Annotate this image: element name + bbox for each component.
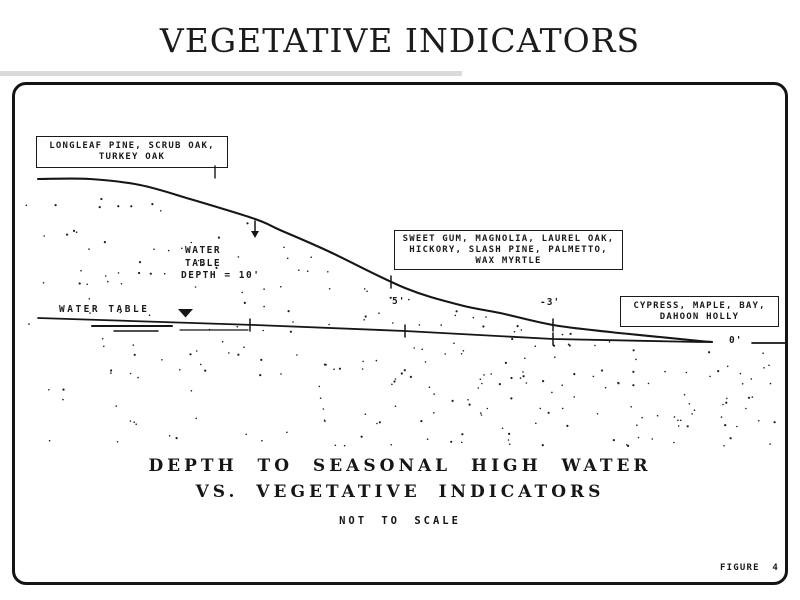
vegetation-box-wetland-line: DAHOON HOLLY [659, 311, 740, 322]
page-title: VEGETATIVE INDICATORS [159, 21, 641, 60]
figure-border-frame [12, 82, 788, 585]
depth-marker-0ft: 0' [729, 335, 743, 346]
water-table-depth-note-line: TABLE [185, 257, 222, 269]
depth-marker-3ft: -3' [540, 297, 561, 308]
figure-number-label: FIGURE 4 [720, 563, 779, 573]
caption-line-2: VS. VEGETATIVE INDICATORS [195, 482, 605, 502]
water-table-depth-note-line: DEPTH = 10' [181, 270, 261, 281]
vegetation-box-transition-line: HICKORY, SLASH PINE, PALMETTO, [409, 244, 608, 255]
figure-caption: DEPTH TO SEASONAL HIGH WATER VS. VEGETAT… [0, 456, 800, 527]
water-table-depth-note-line: WATER [185, 245, 222, 256]
caption-line-1: DEPTH TO SEASONAL HIGH WATER [148, 456, 652, 476]
not-to-scale-note: NOT TO SCALE [339, 515, 461, 527]
vegetation-box-transition-line: SWEET GUM, MAGNOLIA, LAUREL OAK, [402, 233, 615, 244]
vegetation-box-wetland-line: CYPRESS, MAPLE, BAY, [633, 300, 766, 311]
vegetation-box-transition-line: WAX MYRTLE [475, 255, 542, 266]
vegetation-box-upland: LONGLEAF PINE, SCRUB OAK, TURKEY OAK [36, 136, 228, 168]
vegetation-box-upland-line: LONGLEAF PINE, SCRUB OAK, [49, 141, 215, 151]
water-table-label: WATER TABLE [59, 304, 150, 315]
vegetation-box-upland-line: TURKEY OAK [98, 152, 166, 162]
vegetation-box-transition: SWEET GUM, MAGNOLIA, LAUREL OAK, HICKORY… [394, 230, 623, 270]
scan-artifact-smudge [0, 71, 462, 76]
vegetation-box-wetland: CYPRESS, MAPLE, BAY, DAHOON HOLLY [620, 296, 779, 327]
water-table-depth-note: WATER TABLE DEPTH = 10' [181, 245, 260, 283]
depth-marker-5ft: 5' [392, 296, 406, 307]
